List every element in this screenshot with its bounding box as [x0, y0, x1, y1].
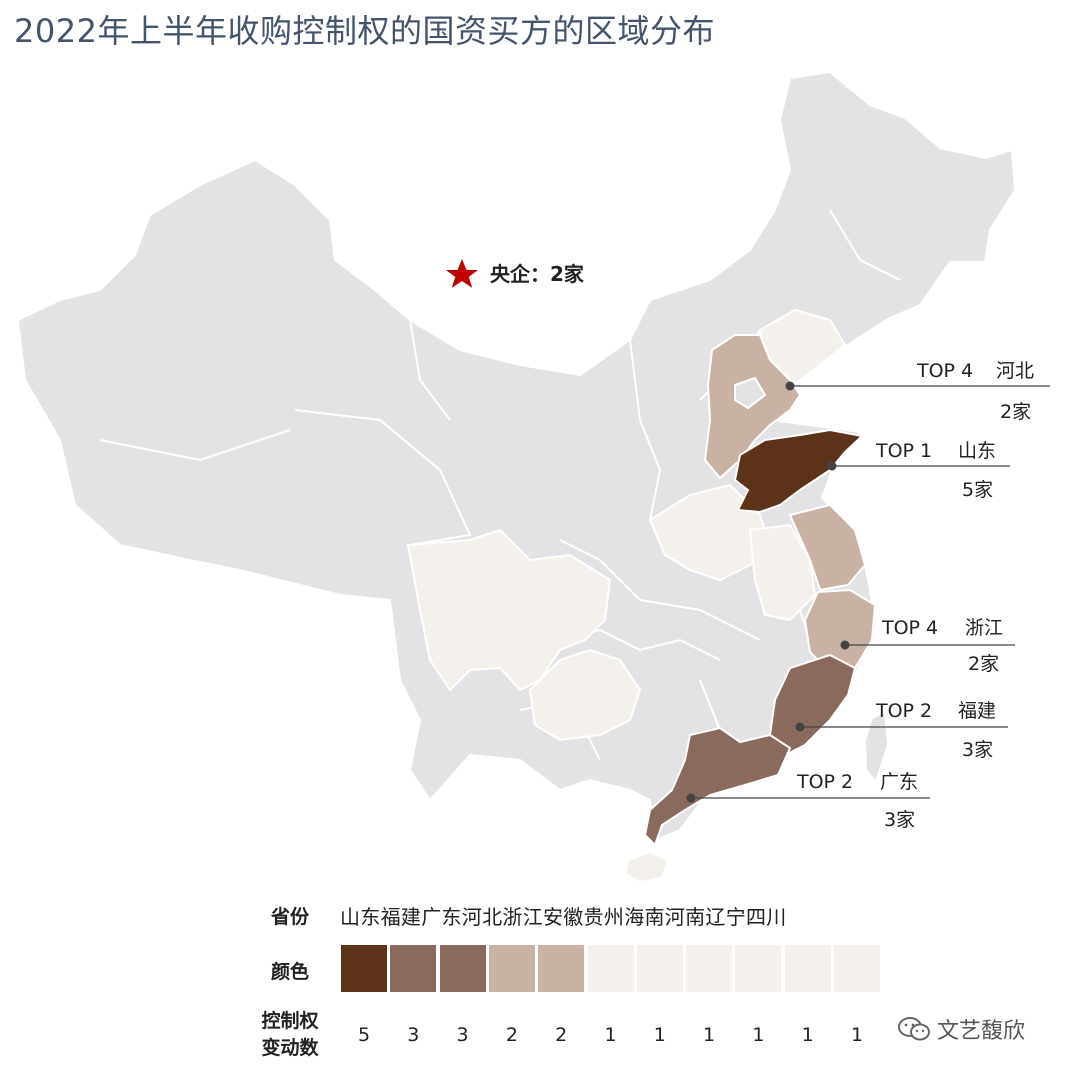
- legend-swatch: [834, 945, 880, 992]
- china-map: 央企：2家 TOP 4 河北 2家 TOP 1 山东 5家 TOP 4 浙江 2…: [16, 70, 1050, 884]
- callout-zhejiang: TOP 4 浙江 2家: [840, 617, 1015, 675]
- legend-count: 3: [407, 1024, 420, 1046]
- legend-swatch: [439, 945, 486, 992]
- china-landmass: [16, 70, 1017, 842]
- legend-swatch: [587, 945, 634, 992]
- legend-swatch: [488, 945, 535, 992]
- callout-rank: TOP 1: [875, 440, 932, 462]
- guangdong-region: [643, 726, 792, 847]
- callout-count: 5家: [962, 479, 993, 501]
- legend-swatch: [784, 945, 831, 992]
- legend-swatch: [735, 945, 782, 992]
- central-enterprise-label: 央企：2家: [490, 262, 585, 286]
- hebei-region: [703, 334, 802, 480]
- legend-count: 1: [850, 1024, 864, 1046]
- central-enterprise-marker: 央企：2家: [446, 259, 585, 288]
- page-title: 2022年上半年收购控制权的国资买方的区域分布: [14, 12, 715, 50]
- callout-guangdong: TOP 2 广东 3家: [686, 771, 930, 831]
- callout-rank: TOP 2: [796, 771, 853, 793]
- callout-province: 山东: [958, 440, 996, 462]
- sichuan-region: [406, 528, 612, 692]
- legend-color-label: 颜色: [270, 961, 309, 983]
- legend-swatch: [686, 945, 733, 992]
- fujian-region: [768, 653, 857, 757]
- callout-rank: TOP 4: [916, 360, 973, 382]
- legend-swatch: [390, 945, 437, 992]
- legend-count: 1: [604, 1024, 617, 1046]
- legend-count-label-line2: 变动数: [261, 1037, 319, 1059]
- legend-count-label: 控制权 变动数: [250, 1008, 330, 1062]
- beijing-area: [734, 376, 767, 410]
- watermark: 文艺馥欣: [897, 1013, 1025, 1045]
- legend-swatch: [636, 945, 683, 992]
- legend-swatch: [538, 945, 585, 992]
- callout-province: 广东: [880, 771, 918, 793]
- watermark-text: 文艺馥欣: [937, 1019, 1026, 1044]
- legend-count: 1: [752, 1024, 765, 1046]
- taiwan-island: [863, 710, 890, 785]
- legend-count: 1: [801, 1024, 814, 1046]
- legend-count: 3: [456, 1024, 469, 1046]
- hainan-island: [623, 850, 670, 884]
- anhui-region: [748, 523, 817, 622]
- callout-province: 浙江: [965, 617, 1003, 639]
- callout-province: 福建: [958, 700, 996, 722]
- callout-count: 2家: [968, 653, 999, 675]
- legend-swatch: [341, 945, 387, 992]
- callout-province: 河北: [996, 360, 1034, 382]
- callout-count: 3家: [884, 809, 915, 831]
- callout-rank: TOP 2: [875, 700, 932, 722]
- legend-count-label-line1: 控制权: [261, 1010, 319, 1032]
- callout-hebei: TOP 4 河北 2家: [785, 360, 1050, 423]
- callout-count: 3家: [962, 739, 993, 761]
- callout-count: 2家: [1000, 401, 1031, 423]
- callout-fujian: TOP 2 福建 3家: [795, 700, 1008, 761]
- guizhou-region: [528, 648, 642, 742]
- legend-count: 2: [555, 1024, 568, 1046]
- legend-count: 1: [703, 1024, 716, 1046]
- legend-count: 2: [505, 1024, 518, 1046]
- wechat-icon: [898, 1017, 930, 1041]
- callout-rank: TOP 4: [881, 617, 938, 639]
- legend-count: 5: [357, 1024, 371, 1046]
- callout-shandong: TOP 1 山东 5家: [827, 440, 1010, 501]
- shandong-region: [733, 428, 865, 514]
- legend-province-names: 山东福建广东河北浙江安徽贵州海南河南辽宁四川: [340, 905, 787, 929]
- jiangsu-region: [788, 503, 867, 592]
- legend-count: 1: [653, 1024, 666, 1046]
- legend-province-label: 省份: [270, 906, 309, 928]
- star-icon: [446, 259, 478, 288]
